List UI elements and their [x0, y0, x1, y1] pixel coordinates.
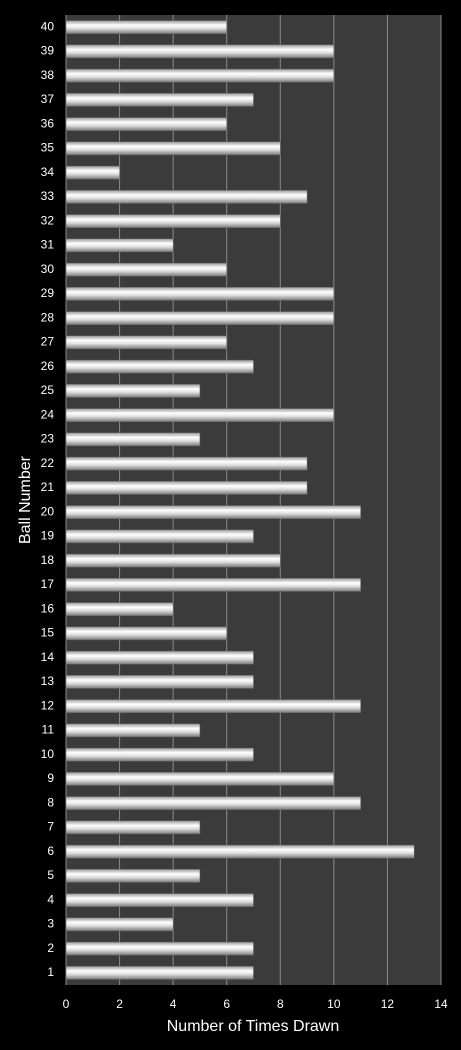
y-tick-label: 8	[47, 795, 54, 809]
bar	[65, 747, 254, 762]
y-tick-label: 34	[41, 165, 55, 179]
bar	[65, 820, 201, 835]
bar	[65, 456, 308, 471]
y-tick-label: 25	[41, 383, 55, 397]
bar	[65, 238, 174, 253]
y-tick-label: 23	[41, 432, 55, 446]
y-tick-label: 27	[41, 335, 55, 349]
y-tick-label: 37	[41, 92, 55, 106]
bar	[65, 141, 281, 156]
y-tick-label: 24	[41, 407, 55, 421]
plot-area	[66, 15, 441, 985]
y-tick-label: 26	[41, 359, 55, 373]
bar	[65, 966, 254, 980]
bar	[65, 408, 335, 422]
bar	[65, 626, 227, 641]
y-tick-label: 3	[47, 917, 54, 931]
bar	[65, 869, 201, 883]
bar	[65, 650, 254, 665]
bar	[65, 432, 201, 447]
bar	[65, 359, 254, 374]
bar	[65, 44, 335, 59]
y-tick-label: 4	[47, 892, 54, 906]
bar	[65, 287, 335, 301]
bar	[65, 214, 281, 228]
y-tick-label: 22	[41, 456, 55, 470]
bar	[65, 723, 201, 738]
bar	[65, 20, 227, 34]
bar	[65, 917, 174, 932]
bar	[65, 262, 227, 277]
bar	[65, 481, 308, 495]
x-axis-title: Number of Times Drawn	[167, 1018, 340, 1035]
bar	[65, 505, 361, 519]
y-tick-label: 40	[41, 19, 55, 33]
bar	[65, 68, 335, 83]
bar	[65, 165, 120, 180]
y-tick-label: 28	[41, 310, 55, 324]
y-axis-title: Ball Number	[17, 455, 34, 544]
bar	[65, 602, 174, 616]
y-tick-label: 31	[41, 238, 55, 252]
y-tick-label: 7	[47, 820, 54, 834]
bar	[65, 675, 254, 689]
y-tick-label: 20	[41, 504, 55, 518]
y-tick-label: 11	[42, 723, 55, 737]
y-tick-label: 35	[41, 141, 55, 155]
y-tick-label: 33	[41, 189, 55, 203]
bar	[65, 529, 254, 544]
x-tick-label: 8	[277, 997, 284, 1011]
x-tick-label: 12	[381, 997, 395, 1011]
y-tick-label: 6	[47, 844, 54, 858]
bar	[65, 941, 254, 956]
y-tick-label: 21	[41, 480, 55, 494]
bar	[65, 553, 281, 568]
bar	[65, 93, 254, 107]
bar	[65, 190, 308, 204]
bar	[65, 844, 415, 859]
y-tick-label: 9	[47, 771, 54, 785]
y-tick-label: 10	[41, 747, 55, 761]
x-tick-label: 14	[434, 997, 448, 1011]
y-tick-label: 18	[41, 553, 55, 567]
y-tick-label: 29	[41, 286, 55, 300]
y-tick-label: 39	[41, 44, 55, 58]
x-tick-label: 6	[223, 997, 230, 1011]
y-tick-label: 32	[41, 213, 55, 227]
y-tick-label: 12	[41, 698, 55, 712]
y-tick-label: 1	[47, 965, 54, 979]
x-tick-label: 10	[327, 997, 341, 1011]
bar	[65, 796, 361, 810]
bar	[65, 335, 227, 350]
y-tick-label: 36	[41, 116, 55, 130]
y-tick-label: 14	[41, 650, 55, 664]
y-tick-label: 19	[41, 529, 55, 543]
y-tick-label: 38	[41, 68, 55, 82]
bar	[65, 117, 227, 131]
y-tick-label: 2	[47, 941, 54, 955]
bar	[65, 772, 335, 786]
y-tick-label: 5	[47, 868, 54, 882]
y-tick-label: 15	[41, 626, 55, 640]
y-tick-label: 17	[41, 577, 55, 591]
bar	[65, 893, 254, 907]
y-tick-label: 30	[41, 262, 55, 276]
y-tick-label: 16	[41, 601, 55, 615]
x-tick-label: 0	[63, 997, 70, 1011]
x-tick-label: 2	[116, 997, 123, 1011]
x-tick-label: 4	[170, 997, 177, 1011]
y-tick-label: 13	[41, 674, 55, 688]
bar	[65, 699, 361, 713]
bar	[65, 311, 335, 325]
bar	[65, 384, 201, 398]
bar	[65, 578, 361, 592]
